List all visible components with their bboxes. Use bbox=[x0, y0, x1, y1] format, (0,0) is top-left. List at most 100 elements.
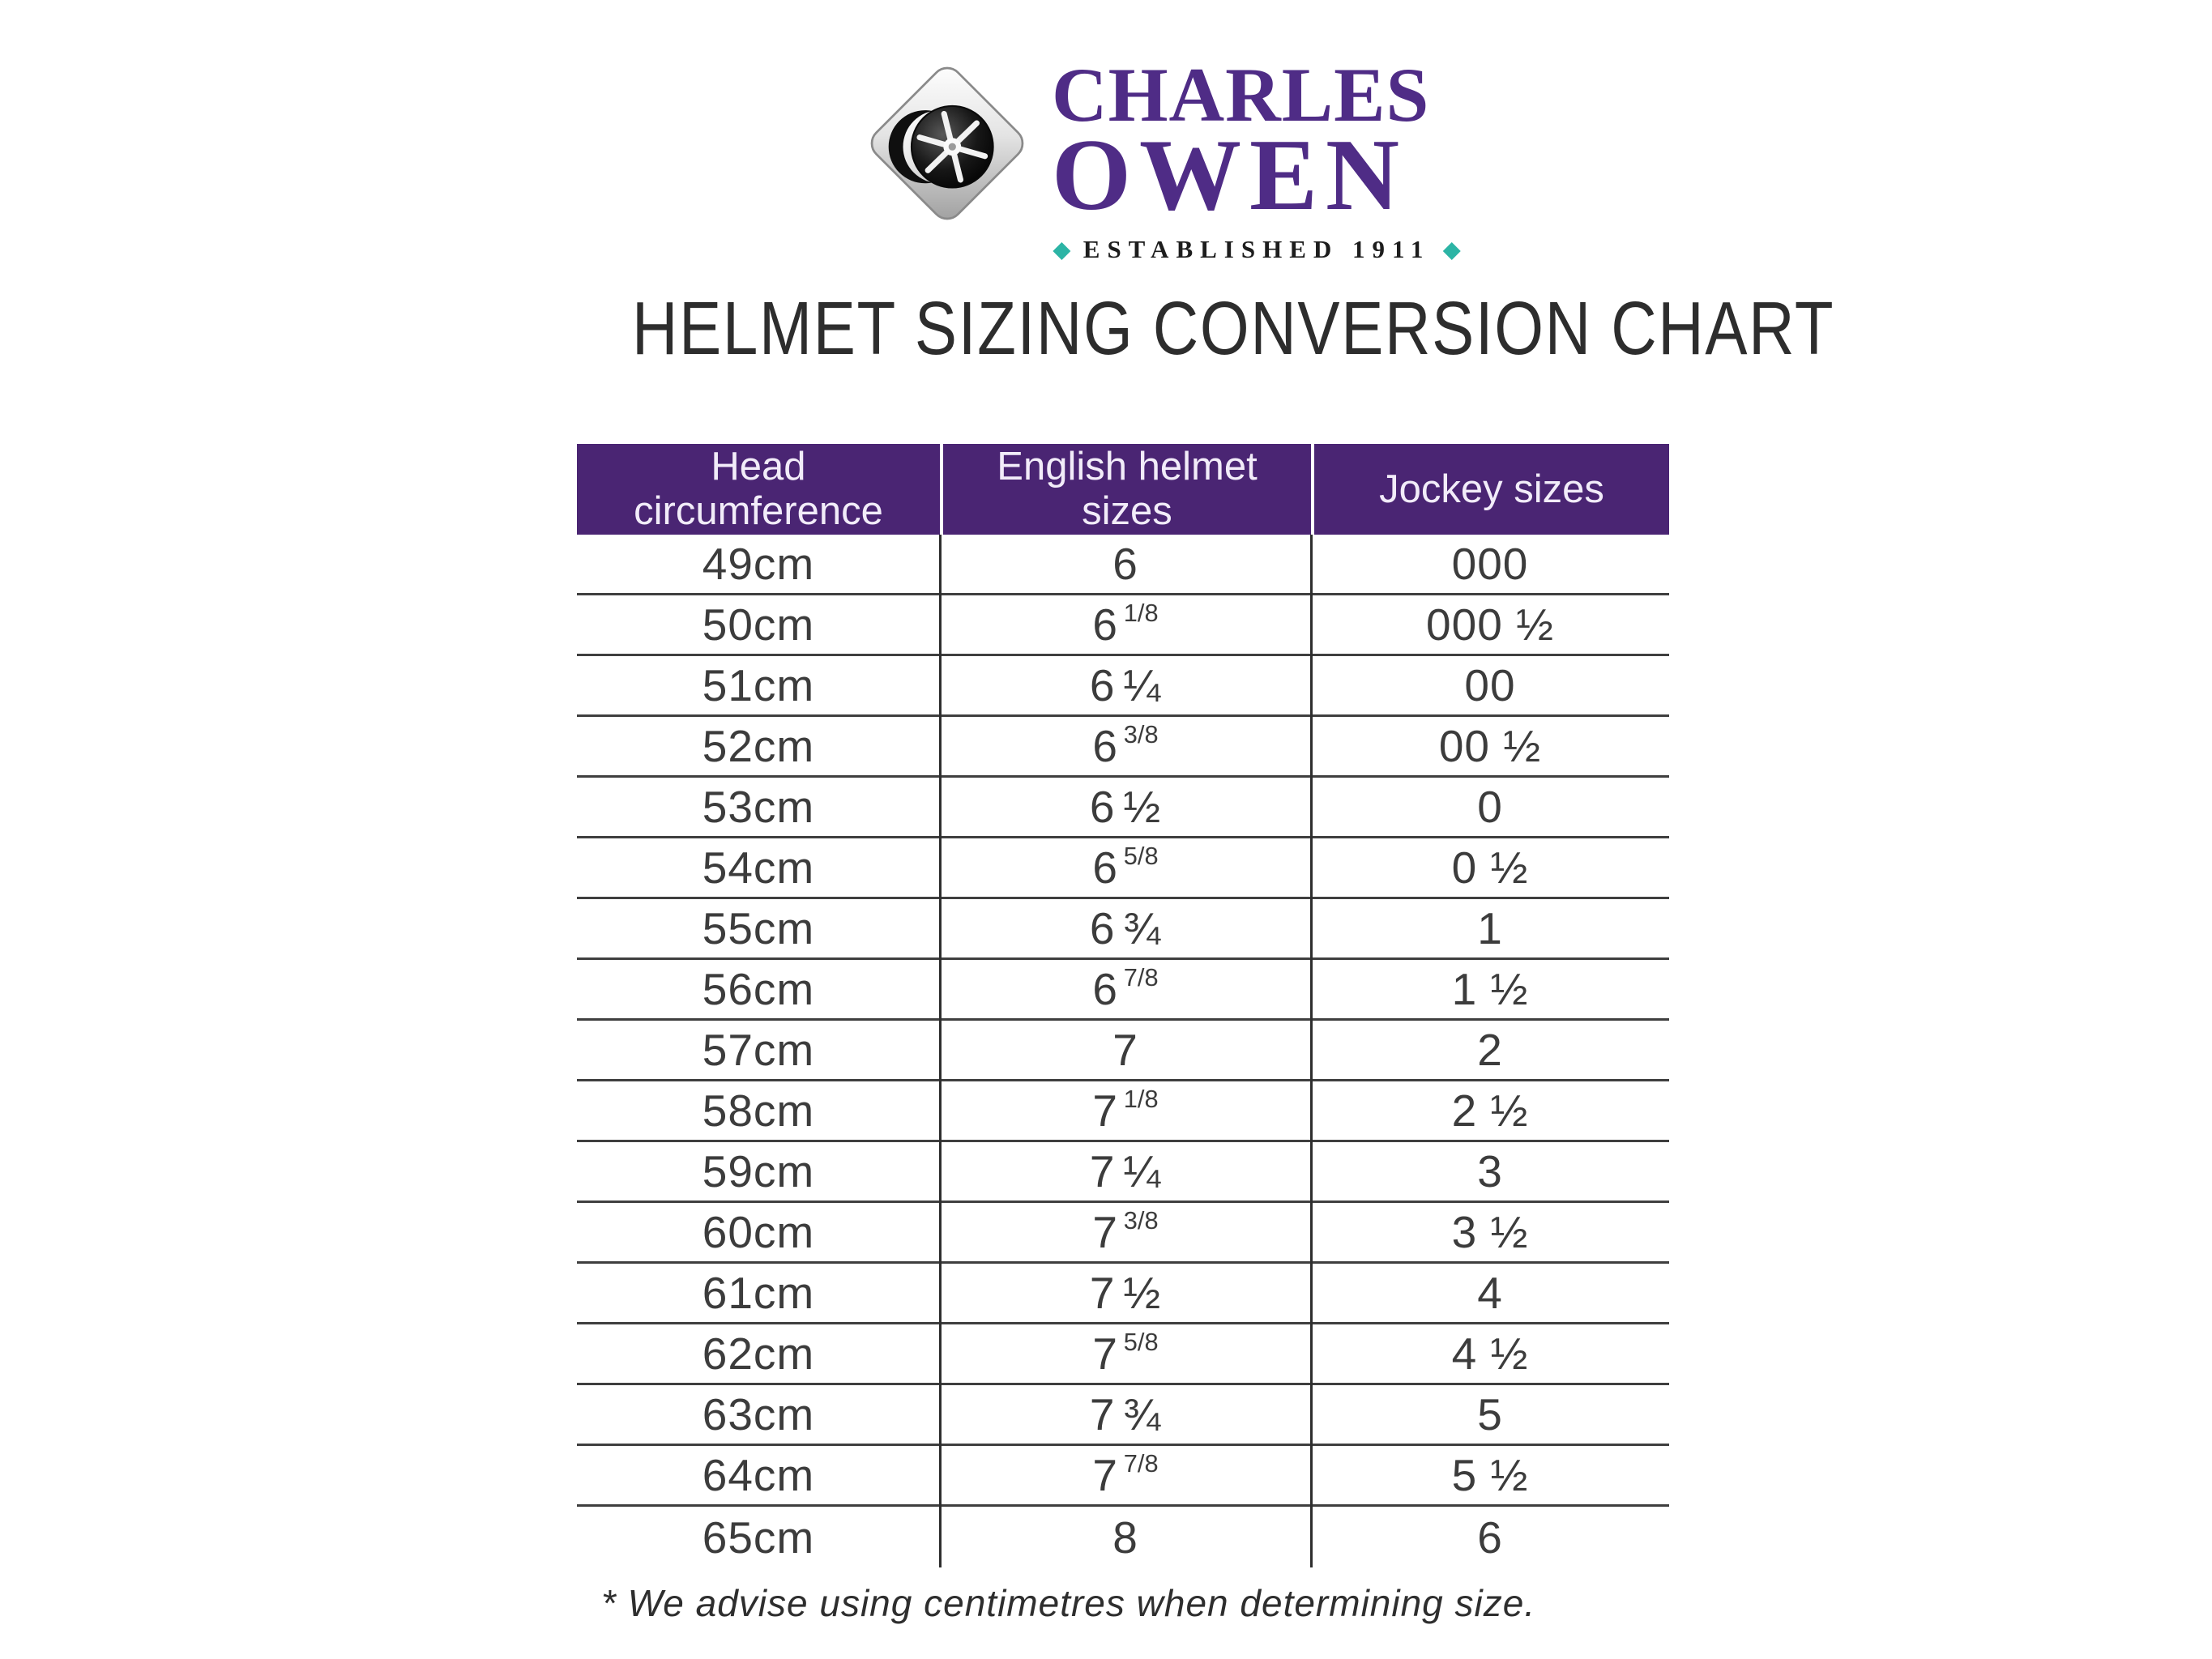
jockey-size-cell: 3 bbox=[1477, 1146, 1503, 1196]
head-circumference-cell: 52cm bbox=[702, 721, 815, 771]
size-fraction: ¾ bbox=[1123, 903, 1162, 953]
size-fraction: 1/8 bbox=[1123, 1085, 1159, 1114]
head-circumference-cell: 64cm bbox=[702, 1450, 815, 1500]
english-size-cell: 7 5/8 bbox=[940, 1324, 1311, 1383]
head-circumference-cell: 49cm bbox=[702, 539, 815, 589]
table-row: 50cm 6 1/8 000 ½ bbox=[577, 595, 1669, 656]
size-fraction: 1/8 bbox=[1123, 599, 1159, 628]
jockey-size-cell: 0 ½ bbox=[1451, 842, 1529, 893]
english-size-cell: 8 bbox=[940, 1507, 1311, 1567]
jockey-size-cell: 000 bbox=[1451, 539, 1529, 589]
table-row: 49cm 6 000 bbox=[577, 535, 1669, 595]
size-whole-number: 7 bbox=[1089, 1268, 1116, 1318]
english-size-cell: 6 bbox=[940, 535, 1311, 593]
jockey-size-cell: 5 bbox=[1477, 1389, 1503, 1439]
size-whole-number: 7 bbox=[1092, 1328, 1118, 1379]
column-header-head-circumference: Head circumference bbox=[634, 445, 883, 533]
brand-established-line: ◆ ESTABLISHED 1911 ◆ bbox=[1053, 235, 1460, 264]
english-size-cell: 6 7/8 bbox=[940, 960, 1311, 1018]
size-fraction: ¼ bbox=[1123, 1146, 1162, 1196]
english-size-cell: 6 3/8 bbox=[940, 717, 1311, 775]
table-header-row: Head circumference English helmet sizes … bbox=[577, 444, 1669, 535]
brand-name-line1: CHARLES bbox=[1052, 52, 1430, 138]
size-whole-number: 6 bbox=[1092, 721, 1118, 771]
head-circumference-cell: 63cm bbox=[702, 1389, 815, 1439]
size-fraction: 5/8 bbox=[1123, 1328, 1159, 1357]
brand-emblem-icon bbox=[870, 66, 1024, 220]
column-divider-line bbox=[939, 535, 942, 1567]
size-fraction: 5/8 bbox=[1123, 842, 1159, 871]
head-circumference-cell: 51cm bbox=[702, 660, 815, 710]
size-whole-number: 6 bbox=[1092, 842, 1118, 893]
size-whole-number: 6 bbox=[1112, 539, 1138, 589]
established-text: ESTABLISHED 1911 bbox=[1083, 235, 1431, 264]
jockey-size-cell: 1 bbox=[1477, 903, 1503, 953]
size-whole-number: 6 bbox=[1089, 903, 1116, 953]
english-size-cell: 7 7/8 bbox=[940, 1446, 1311, 1504]
table-row: 65cm 8 6 bbox=[577, 1507, 1669, 1567]
jockey-size-cell: 3 ½ bbox=[1451, 1207, 1529, 1257]
english-size-cell: 7 bbox=[940, 1021, 1311, 1079]
brand-logo: CHARLES OWEN ◆ ESTABLISHED 1911 ◆ bbox=[862, 55, 1460, 264]
size-fraction: ¾ bbox=[1123, 1389, 1162, 1439]
jockey-size-cell: 2 ½ bbox=[1451, 1085, 1529, 1136]
jockey-size-cell: 00 bbox=[1464, 660, 1516, 710]
jockey-size-cell: 00 ½ bbox=[1438, 721, 1542, 771]
size-whole-number: 7 bbox=[1092, 1207, 1118, 1257]
size-whole-number: 6 bbox=[1092, 964, 1118, 1014]
size-fraction: ½ bbox=[1123, 782, 1162, 832]
brand-name-line2: OWEN bbox=[1052, 119, 1408, 232]
table-row: 56cm 6 7/8 1 ½ bbox=[577, 960, 1669, 1021]
jockey-size-cell: 2 bbox=[1477, 1025, 1503, 1075]
size-whole-number: 7 bbox=[1092, 1450, 1118, 1500]
size-whole-number: 7 bbox=[1089, 1389, 1116, 1439]
table-row: 54cm 6 5/8 0 ½ bbox=[577, 838, 1669, 899]
english-size-cell: 6 5/8 bbox=[940, 838, 1311, 897]
footnote: * We advise using centimetres when deter… bbox=[601, 1582, 1536, 1624]
head-circumference-cell: 57cm bbox=[702, 1025, 815, 1075]
jockey-size-cell: 000 ½ bbox=[1426, 599, 1554, 650]
head-circumference-cell: 56cm bbox=[702, 964, 815, 1014]
table-row: 60cm 7 3/8 3 ½ bbox=[577, 1203, 1669, 1264]
table-row: 52cm 6 3/8 00 ½ bbox=[577, 717, 1669, 778]
diamond-icon: ◆ bbox=[1053, 237, 1070, 262]
size-fraction: ¼ bbox=[1123, 660, 1162, 710]
jockey-size-cell: 1 ½ bbox=[1451, 964, 1529, 1014]
jockey-size-cell: 6 bbox=[1477, 1512, 1503, 1563]
head-circumference-cell: 65cm bbox=[702, 1512, 815, 1563]
size-whole-number: 7 bbox=[1112, 1025, 1138, 1075]
size-whole-number: 6 bbox=[1089, 782, 1116, 832]
size-fraction: ½ bbox=[1123, 1268, 1162, 1318]
head-circumference-cell: 61cm bbox=[702, 1268, 815, 1318]
page-title: HELMET SIZING CONVERSION CHART bbox=[632, 286, 1835, 370]
size-fraction: 3/8 bbox=[1123, 1206, 1159, 1235]
head-circumference-cell: 60cm bbox=[702, 1207, 815, 1257]
size-whole-number: 7 bbox=[1092, 1085, 1118, 1136]
column-header-jockey-sizes: Jockey sizes bbox=[1311, 444, 1669, 535]
table-row: 62cm 7 5/8 4 ½ bbox=[577, 1324, 1669, 1385]
hub-center-dot-shape bbox=[948, 143, 956, 151]
size-fraction: 7/8 bbox=[1123, 963, 1159, 992]
table-row: 64cm 7 7/8 5 ½ bbox=[577, 1446, 1669, 1507]
head-circumference-cell: 50cm bbox=[702, 599, 815, 650]
size-whole-number: 6 bbox=[1089, 660, 1116, 710]
jockey-size-cell: 5 ½ bbox=[1451, 1450, 1529, 1500]
head-circumference-cell: 58cm bbox=[702, 1085, 815, 1136]
column-header-english-helmet-sizes: English helmet sizes bbox=[940, 444, 1311, 535]
table-row: 57cm 7 2 bbox=[577, 1021, 1669, 1081]
size-whole-number: 7 bbox=[1089, 1146, 1116, 1196]
size-fraction: 7/8 bbox=[1123, 1449, 1159, 1478]
size-whole-number: 6 bbox=[1092, 599, 1118, 650]
jockey-size-cell: 4 ½ bbox=[1451, 1328, 1529, 1379]
english-size-cell: 6 1/8 bbox=[940, 595, 1311, 654]
